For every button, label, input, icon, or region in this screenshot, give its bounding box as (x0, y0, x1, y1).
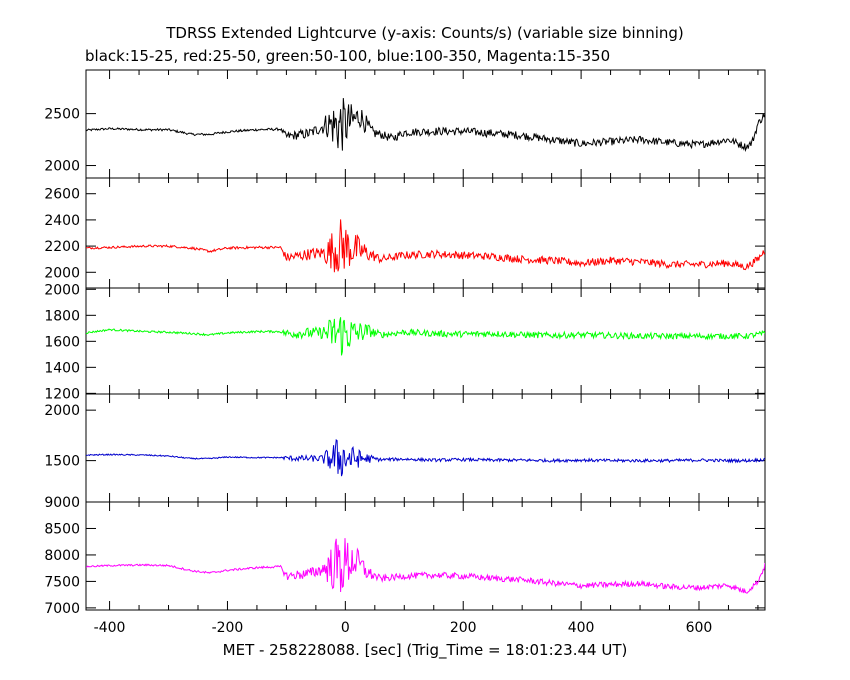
x-axis-label: MET - 258228088. [sec] (Trig_Time = 18:0… (223, 641, 628, 660)
y-tick-label: 2000 (44, 282, 80, 298)
x-tick-label: -200 (212, 620, 244, 636)
x-tick-label: 400 (568, 620, 595, 636)
y-tick-label: 2000 (44, 403, 80, 419)
panel-frame (85, 177, 766, 289)
panel-frame (85, 501, 766, 611)
y-tick-label: 2000 (44, 265, 80, 281)
series-line-1 (86, 98, 765, 153)
panel-2: 2000 2200 2400 2600 (44, 177, 766, 289)
x-tick-label: 200 (450, 620, 477, 636)
chart-title: TDRSS Extended Lightcurve (y-axis: Count… (165, 24, 684, 42)
panel-frame (85, 393, 766, 503)
y-tick-label: 1600 (44, 334, 80, 350)
x-tick-label: 600 (686, 620, 713, 636)
y-tick-label: 8500 (44, 521, 80, 537)
y-tick-label: 2500 (44, 107, 80, 123)
y-tick-label: 9000 (44, 495, 80, 511)
y-tick-label: 2200 (44, 239, 80, 255)
y-tick-label: 7000 (44, 601, 80, 617)
x-tick-label: -400 (94, 620, 126, 636)
y-tick-label: 1500 (44, 454, 80, 470)
series-line-5 (86, 538, 765, 594)
panel-frame (85, 69, 766, 179)
y-tick-label: 8000 (44, 548, 80, 564)
y-tick-label: 2000 (44, 159, 80, 175)
series-line-4 (86, 438, 765, 477)
panel-5: 7000 7500 8000 8500 9000 (44, 495, 766, 617)
chart-subtitle: black:15-25, red:25-50, green:50-100, bl… (85, 47, 610, 65)
y-tick-label: 1400 (44, 360, 80, 376)
panel-frame (85, 287, 766, 395)
panels-group: 2000250020002200240026001200140016001800… (44, 69, 766, 636)
y-tick-label: 7500 (44, 574, 80, 590)
series-line-2 (86, 219, 765, 273)
y-tick-label: 2600 (44, 187, 80, 203)
panel-3: 1200 1400 1600 1800 2000 (44, 282, 766, 402)
y-tick-label: 1800 (44, 308, 80, 324)
panel-4: 1500 2000 (44, 393, 766, 503)
y-tick-label: 2400 (44, 213, 80, 229)
panel-1: 2000 2500 (44, 69, 766, 179)
series-line-3 (86, 317, 765, 356)
y-tick-label: 1200 (44, 386, 80, 402)
x-tick-label: 0 (341, 620, 350, 636)
